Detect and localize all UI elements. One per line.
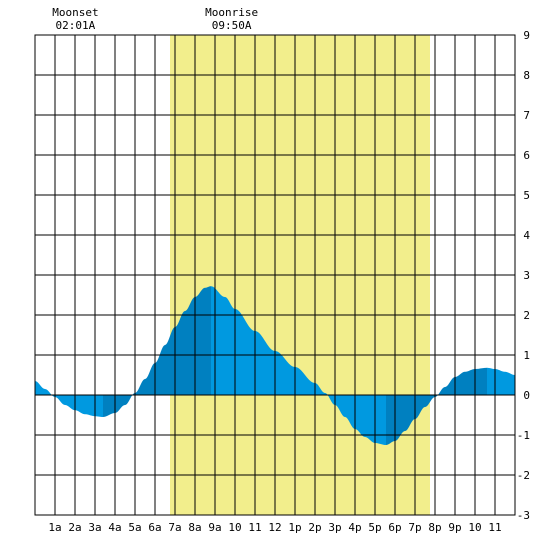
tide-area-segment [386, 367, 487, 445]
y-tick-label: -2 [517, 469, 530, 482]
x-tick-label: 1a [48, 521, 61, 534]
x-tick-label: 10 [468, 521, 481, 534]
moon-event-time: 09:50A [212, 19, 252, 32]
x-tick-label: 10 [228, 521, 241, 534]
tide-area-segment [35, 381, 103, 417]
moon-event-label: Moonset [52, 6, 98, 19]
x-tick-label: 3a [88, 521, 101, 534]
tide-area-layer [35, 286, 515, 445]
x-tick-label: 4p [348, 521, 361, 534]
x-tick-label: 8a [188, 521, 201, 534]
x-tick-label: 2p [308, 521, 321, 534]
y-tick-label: 9 [523, 29, 530, 42]
x-tick-label: 7a [168, 521, 181, 534]
x-tick-label: 9a [208, 521, 221, 534]
moon-event-label: Moonrise [205, 6, 258, 19]
plot-frame [34, 34, 516, 516]
y-tick-label: -3 [517, 509, 530, 522]
tide-area-segment [487, 367, 515, 395]
y-tick-label: 1 [523, 349, 530, 362]
y-axis-labels: -3 -2 -1 0 1 2 3 4 5 6 7 8 9 [517, 29, 531, 522]
y-tick-label: 6 [523, 149, 530, 162]
y-tick-label: 5 [523, 189, 530, 202]
x-tick-label: 5a [128, 521, 141, 534]
grid-layer [34, 34, 516, 516]
x-tick-label: 11 [488, 521, 501, 534]
x-tick-label: 6p [388, 521, 401, 534]
x-tick-label: 9p [448, 521, 461, 534]
y-tick-label: 8 [523, 69, 530, 82]
x-tick-label: 1p [288, 521, 301, 534]
y-tick-label: 3 [523, 269, 530, 282]
x-tick-label: 7p [408, 521, 421, 534]
x-tick-label: 3p [328, 521, 341, 534]
x-axis-labels: 1a 2a 3a 4a 5a 6a 7a 8a 9a 10 11 12 1p 2p 3p 4p 5p 6p 7p 8p… [48, 521, 501, 534]
x-tick-label: 8p [428, 521, 441, 534]
tide-area-segment [103, 286, 211, 417]
y-tick-label: -1 [517, 429, 530, 442]
x-tick-label: 2a [68, 521, 81, 534]
y-tick-label: 2 [523, 309, 530, 322]
x-tick-label: 6a [148, 521, 161, 534]
x-tick-label: 5p [368, 521, 381, 534]
y-tick-label: 7 [523, 109, 530, 122]
x-tick-label: 11 [248, 521, 261, 534]
moon-event-time: 02:01A [56, 19, 96, 32]
x-tick-label: 4a [108, 521, 121, 534]
y-tick-label: 0 [523, 389, 530, 402]
y-tick-label: 4 [523, 229, 530, 242]
tide-area-segment [211, 286, 386, 445]
x-tick-label: 12 [268, 521, 281, 534]
